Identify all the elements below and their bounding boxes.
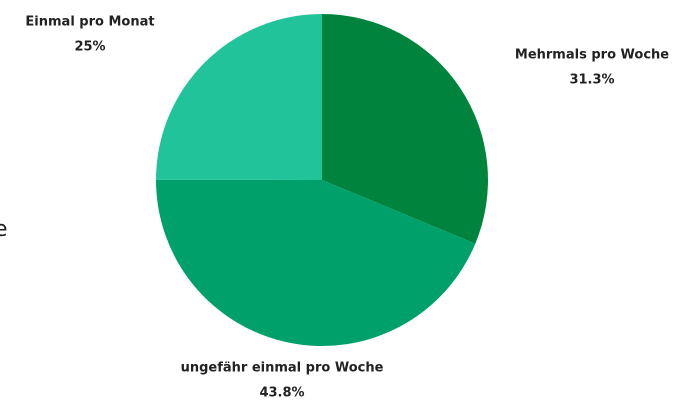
slice-label: Mehrmals pro Woche (515, 48, 669, 63)
slice-label: ungefähr einmal pro Woche (181, 361, 384, 376)
slice-value: 31.3% (569, 73, 614, 88)
pie-slice (156, 179, 476, 346)
slice-value: 25% (74, 40, 105, 55)
slice-value: 43.8% (259, 386, 304, 401)
slice-label: Einmal pro Monat (25, 15, 154, 30)
cropped-text: e (0, 217, 8, 242)
pie-slice (156, 14, 322, 180)
pie-slice (322, 14, 488, 244)
